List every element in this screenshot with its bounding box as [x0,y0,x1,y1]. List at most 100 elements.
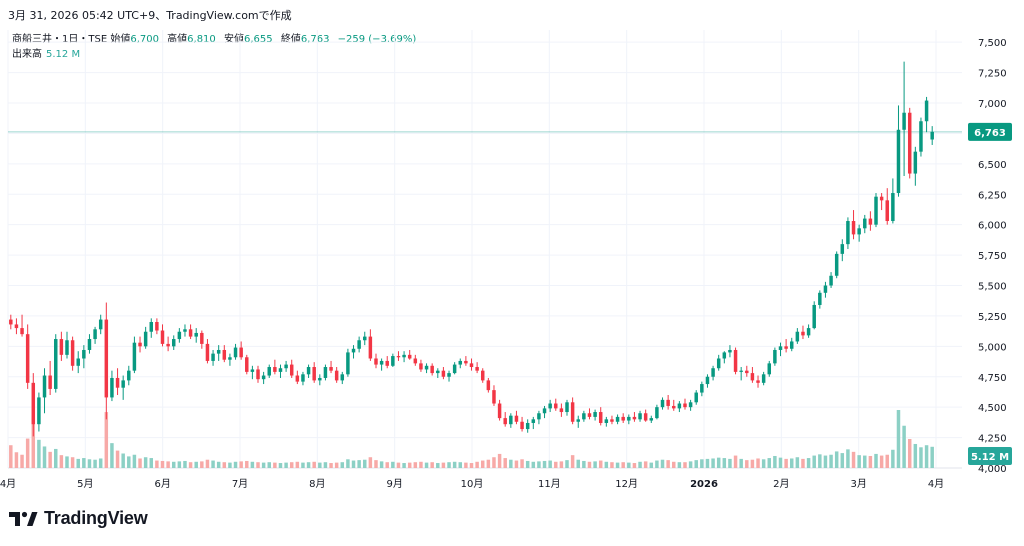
candle-body [48,375,52,389]
volume-bar [739,458,743,468]
candle-body [312,367,316,381]
candle-body [913,151,918,174]
candle-body [98,319,103,330]
candle-body [795,331,800,342]
candle-body [593,412,597,417]
price-tick-label: 4,000 [978,464,1007,475]
candle-body [430,365,434,374]
volume-bar [604,461,609,468]
candlestick-chart[interactable]: 7,5007,2507,0006,7506,5006,2506,0005,750… [0,0,1024,500]
candle-body [42,375,47,398]
volume-bar [54,448,58,468]
volume-bar [806,458,811,468]
volume-bar [919,447,923,468]
candle-body [570,402,575,422]
candle-body [582,413,586,420]
candle-body [598,412,603,423]
candle-body [188,329,193,337]
volume-bar [149,458,154,468]
time-tick-label: 10月 [461,478,484,490]
symbol-label[interactable]: 商船三井・1日・TSE [12,34,108,45]
price-tick-label: 7,000 [978,99,1007,110]
volume-bar [542,460,547,468]
volume-bar [666,460,670,468]
candle-body [924,100,929,122]
volume-bar [329,463,333,468]
candle-body [801,331,805,336]
volume-bar [334,462,339,468]
candle-body [868,218,873,225]
volume-bar [582,460,586,468]
volume-bar [346,459,350,468]
volume-bar [183,460,187,468]
candle-body [818,292,822,305]
candle-body [391,356,395,366]
volume-bar [795,457,800,468]
volume-bar [424,462,429,468]
candle-body [812,304,816,329]
volume-bar [857,455,861,468]
volume-bar [318,462,322,468]
candle-body [531,419,536,423]
volume-bar [643,461,648,468]
candle-body [323,367,328,378]
candle-body [245,357,249,372]
volume-bar [711,458,715,468]
open-label: 始値 [110,34,131,45]
volume-bar [750,459,755,468]
volume-bar [458,462,463,468]
volume-label: 出来高 [12,49,42,60]
volume-bar [773,455,777,468]
volume-bar [340,462,345,468]
volume-bar [885,454,889,468]
volume-bar [115,450,120,468]
volume-bar [733,455,738,468]
candle-body [497,403,502,419]
volume-bar [700,459,704,468]
ohlc-legend: 商船三井・1日・TSE 始値6,700 高値6,810 安値6,655 終値6,… [12,30,416,45]
candle-body [132,342,137,371]
volume-bar [14,452,19,468]
volume-bar [868,455,873,468]
candle-body [846,221,850,245]
volume-bar [233,461,238,468]
candle-body [840,244,845,254]
volume-bar [649,462,654,468]
candle-body [930,131,934,140]
volume-bar [632,463,637,468]
volume-bar [65,456,69,468]
candle-body [711,368,715,377]
time-tick-label: 12月 [615,478,638,490]
volume-bar [306,462,311,468]
volume-bar [565,460,569,468]
volume-bar [132,454,137,468]
candle-body [851,221,856,235]
volume-bar [177,461,182,468]
time-tick-label: 11月 [538,478,561,490]
volume-bar [295,461,300,468]
volume-bar [480,460,485,468]
volume-bar [627,462,631,468]
volume-bar [402,463,406,468]
volume-bar [216,461,221,468]
candle-body [340,374,345,381]
volume-bar [166,461,170,468]
candle-body [306,367,311,375]
candle-body [419,363,423,370]
candle-body [127,370,131,381]
tradingview-logo[interactable]: TradingView [8,508,148,529]
price-tick-label: 6,500 [978,160,1007,171]
price-tick-label: 6,000 [978,221,1007,232]
volume-bar [42,446,47,468]
volume-bar [278,463,283,468]
candle-body [902,112,906,130]
candle-body [256,369,260,380]
price-tick-label: 5,500 [978,282,1007,293]
candle-body [273,367,277,372]
volume-bar [228,462,232,468]
volume-bar [171,461,176,468]
volume-bar [200,461,204,468]
candle-body [520,421,524,430]
volume-bar [863,455,867,468]
candle-body [368,336,373,359]
